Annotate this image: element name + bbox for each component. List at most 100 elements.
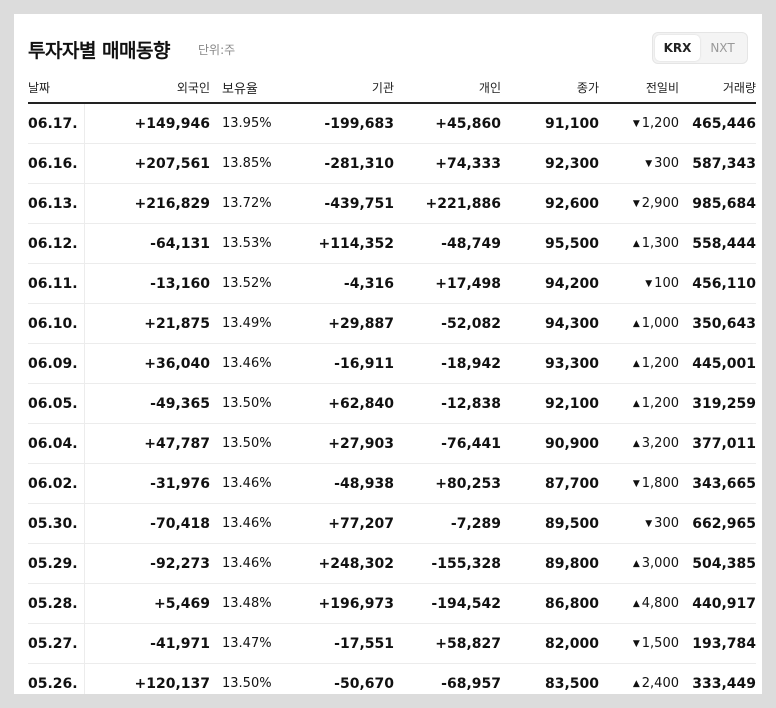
cell-individual: -155,328 (394, 543, 501, 584)
cell-individual: -68,957 (394, 663, 501, 694)
cell-date: 06.04. (28, 423, 85, 464)
cell-close: 90,900 (501, 423, 599, 464)
cell-holding: 13.48% (210, 583, 280, 624)
cell-change: ▲ 1,000 (599, 303, 679, 344)
cell-change: ▲ 1,200 (599, 383, 679, 424)
cell-date: 06.02. (28, 463, 85, 504)
cell-institution: +248,302 (280, 543, 394, 584)
cell-foreign: -31,976 (84, 463, 210, 504)
cell-individual: -76,441 (394, 423, 501, 464)
cell-institution: -50,670 (280, 663, 394, 694)
cell-holding: 13.49% (210, 303, 280, 344)
triangle-down-icon: ▼ (632, 479, 640, 489)
cell-holding: 13.46% (210, 543, 280, 584)
table-row: 05.28. +5,469 13.48% +196,973 -194,542 86,800… (28, 583, 756, 624)
cell-foreign: +120,137 (84, 663, 210, 694)
cell-date: 05.26. (28, 663, 85, 694)
cell-individual: -18,942 (394, 343, 501, 384)
cell-holding: 13.50% (210, 663, 280, 694)
triangle-up-icon: ▲ (632, 399, 640, 409)
cell-holding: 13.47% (210, 623, 280, 664)
triangle-down-icon: ▼ (632, 639, 640, 649)
change-value: 1,800 (641, 476, 679, 491)
cell-close: 87,700 (501, 463, 599, 504)
cell-individual: -7,289 (394, 503, 501, 544)
cell-volume: 319,259 (679, 383, 756, 424)
cell-change: ▲ 3,200 (599, 423, 679, 464)
cell-volume: 985,684 (679, 183, 756, 224)
cell-date: 06.13. (28, 183, 85, 224)
cell-date: 05.29. (28, 543, 85, 584)
col-header-close: 종가 (501, 72, 599, 104)
cell-institution: -439,751 (280, 183, 394, 224)
cell-institution: +62,840 (280, 383, 394, 424)
trading-table: 날짜 외국인 보유율 기관 개인 종가 전일비 거래량 06.17. +149,9… (28, 72, 756, 694)
cell-volume: 662,965 (679, 503, 756, 544)
cell-holding: 13.85% (210, 143, 280, 184)
cell-change: ▼ 2,900 (599, 183, 679, 224)
cell-institution: +27,903 (280, 423, 394, 464)
cell-date: 05.27. (28, 623, 85, 664)
cell-institution: +114,352 (280, 223, 394, 264)
change-value: 100 (654, 276, 679, 291)
cell-individual: -194,542 (394, 583, 501, 624)
toggle-krx[interactable]: KRX (655, 35, 700, 61)
cell-foreign: +21,875 (84, 303, 210, 344)
triangle-up-icon: ▲ (632, 559, 640, 569)
col-header-holding: 보유율 (210, 72, 280, 104)
cell-change: ▼ 300 (599, 143, 679, 184)
cell-holding: 13.72% (210, 183, 280, 224)
cell-volume: 558,444 (679, 223, 756, 264)
toggle-nxt[interactable]: NXT (710, 41, 735, 55)
cell-holding: 13.50% (210, 423, 280, 464)
change-value: 1,500 (641, 636, 679, 651)
cell-volume: 587,343 (679, 143, 756, 184)
change-value: 4,800 (641, 596, 679, 611)
cell-date: 06.11. (28, 263, 85, 304)
cell-change: ▲ 1,200 (599, 343, 679, 384)
cell-holding: 13.53% (210, 223, 280, 264)
cell-change: ▼ 1,500 (599, 623, 679, 664)
cell-close: 93,300 (501, 343, 599, 384)
cell-date: 06.05. (28, 383, 85, 424)
change-value: 3,000 (641, 556, 679, 571)
triangle-down-icon: ▼ (645, 519, 653, 529)
cell-close: 86,800 (501, 583, 599, 624)
cell-close: 95,500 (501, 223, 599, 264)
table-row: 06.04. +47,787 13.50% +27,903 -76,441 90,900 ▲… (28, 423, 756, 464)
cell-volume: 377,011 (679, 423, 756, 464)
cell-individual: +17,498 (394, 263, 501, 304)
table-header-row: 날짜 외국인 보유율 기관 개인 종가 전일비 거래량 (28, 72, 756, 104)
triangle-up-icon: ▲ (632, 679, 640, 689)
cell-volume: 193,784 (679, 623, 756, 664)
triangle-down-icon: ▼ (645, 279, 653, 289)
cell-institution: -17,551 (280, 623, 394, 664)
cell-date: 05.30. (28, 503, 85, 544)
table-row: 06.02. -31,976 13.46% -48,938 +80,253 87,700 ▼… (28, 463, 756, 504)
cell-volume: 350,643 (679, 303, 756, 344)
cell-close: 94,200 (501, 263, 599, 304)
triangle-up-icon: ▲ (632, 599, 640, 609)
cell-holding: 13.46% (210, 343, 280, 384)
cell-holding: 13.95% (210, 103, 280, 144)
cell-date: 05.28. (28, 583, 85, 624)
cell-institution: +196,973 (280, 583, 394, 624)
cell-foreign: -41,971 (84, 623, 210, 664)
cell-holding: 13.46% (210, 463, 280, 504)
change-value: 300 (654, 516, 679, 531)
cell-holding: 13.52% (210, 263, 280, 304)
cell-individual: +80,253 (394, 463, 501, 504)
triangle-down-icon: ▼ (632, 199, 640, 209)
cell-volume: 465,446 (679, 103, 756, 144)
cell-volume: 333,449 (679, 663, 756, 694)
change-value: 1,000 (641, 316, 679, 331)
table-row: 06.13. +216,829 13.72% -439,751 +221,886 92,6… (28, 183, 756, 224)
table-row: 06.10. +21,875 13.49% +29,887 -52,082 94,300 ▲… (28, 303, 756, 344)
col-header-individual: 개인 (394, 72, 501, 104)
triangle-down-icon: ▼ (645, 159, 653, 169)
cell-close: 83,500 (501, 663, 599, 694)
cell-change: ▲ 4,800 (599, 583, 679, 624)
change-value: 1,200 (641, 116, 679, 131)
cell-institution: +29,887 (280, 303, 394, 344)
cell-foreign: +47,787 (84, 423, 210, 464)
